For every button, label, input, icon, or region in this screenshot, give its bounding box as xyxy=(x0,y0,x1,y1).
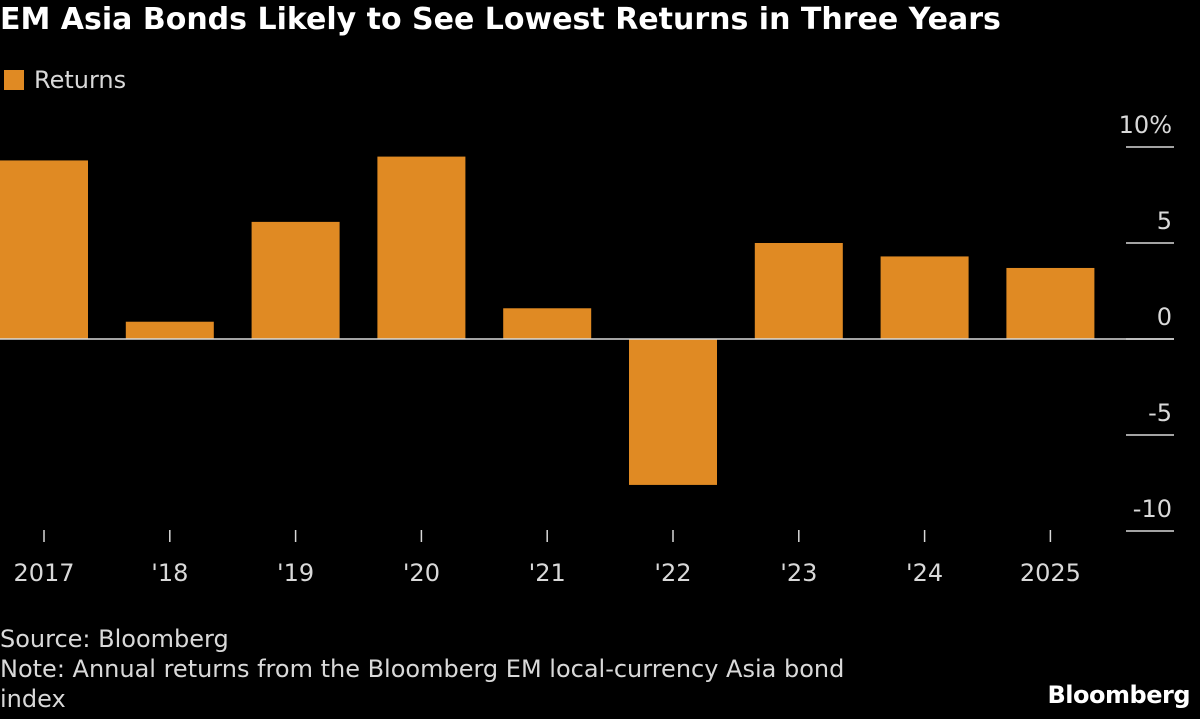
footer: Source: Bloomberg Note: Annual returns f… xyxy=(0,624,900,714)
x-tick-label: 2025 xyxy=(1020,559,1081,587)
bar-2 xyxy=(251,221,340,339)
y-tick-label: 10% xyxy=(1119,111,1172,139)
note-text: Note: Annual returns from the Bloomberg … xyxy=(0,655,852,713)
bar-1 xyxy=(125,321,214,339)
y-tick-label: 0 xyxy=(1157,303,1172,331)
source-text: Source: Bloomberg xyxy=(0,625,229,653)
x-tick-label: '24 xyxy=(906,559,943,587)
x-tick-label: '21 xyxy=(529,559,566,587)
x-tick-label: 2017 xyxy=(13,559,74,587)
bar-0 xyxy=(0,160,88,339)
legend: Returns xyxy=(4,66,126,94)
bar-6 xyxy=(754,243,843,339)
x-tick-label: '18 xyxy=(151,559,188,587)
chart-title: EM Asia Bonds Likely to See Lowest Retur… xyxy=(0,2,1001,37)
y-tick-label: -5 xyxy=(1148,399,1172,427)
bar-3 xyxy=(377,156,466,339)
bar-7 xyxy=(880,256,969,339)
bar-5 xyxy=(629,339,717,485)
bar-8 xyxy=(1006,267,1095,339)
x-tick-label: '19 xyxy=(277,559,314,587)
y-tick-label: -10 xyxy=(1133,495,1172,523)
y-tick-label: 5 xyxy=(1157,207,1172,235)
x-tick-label: '22 xyxy=(654,559,691,587)
legend-swatch xyxy=(4,70,24,90)
legend-label: Returns xyxy=(34,66,127,94)
bar-4 xyxy=(503,308,592,339)
x-tick-label: '23 xyxy=(780,559,817,587)
bloomberg-logo: Bloomberg xyxy=(1047,681,1191,709)
x-tick-label: '20 xyxy=(403,559,440,587)
